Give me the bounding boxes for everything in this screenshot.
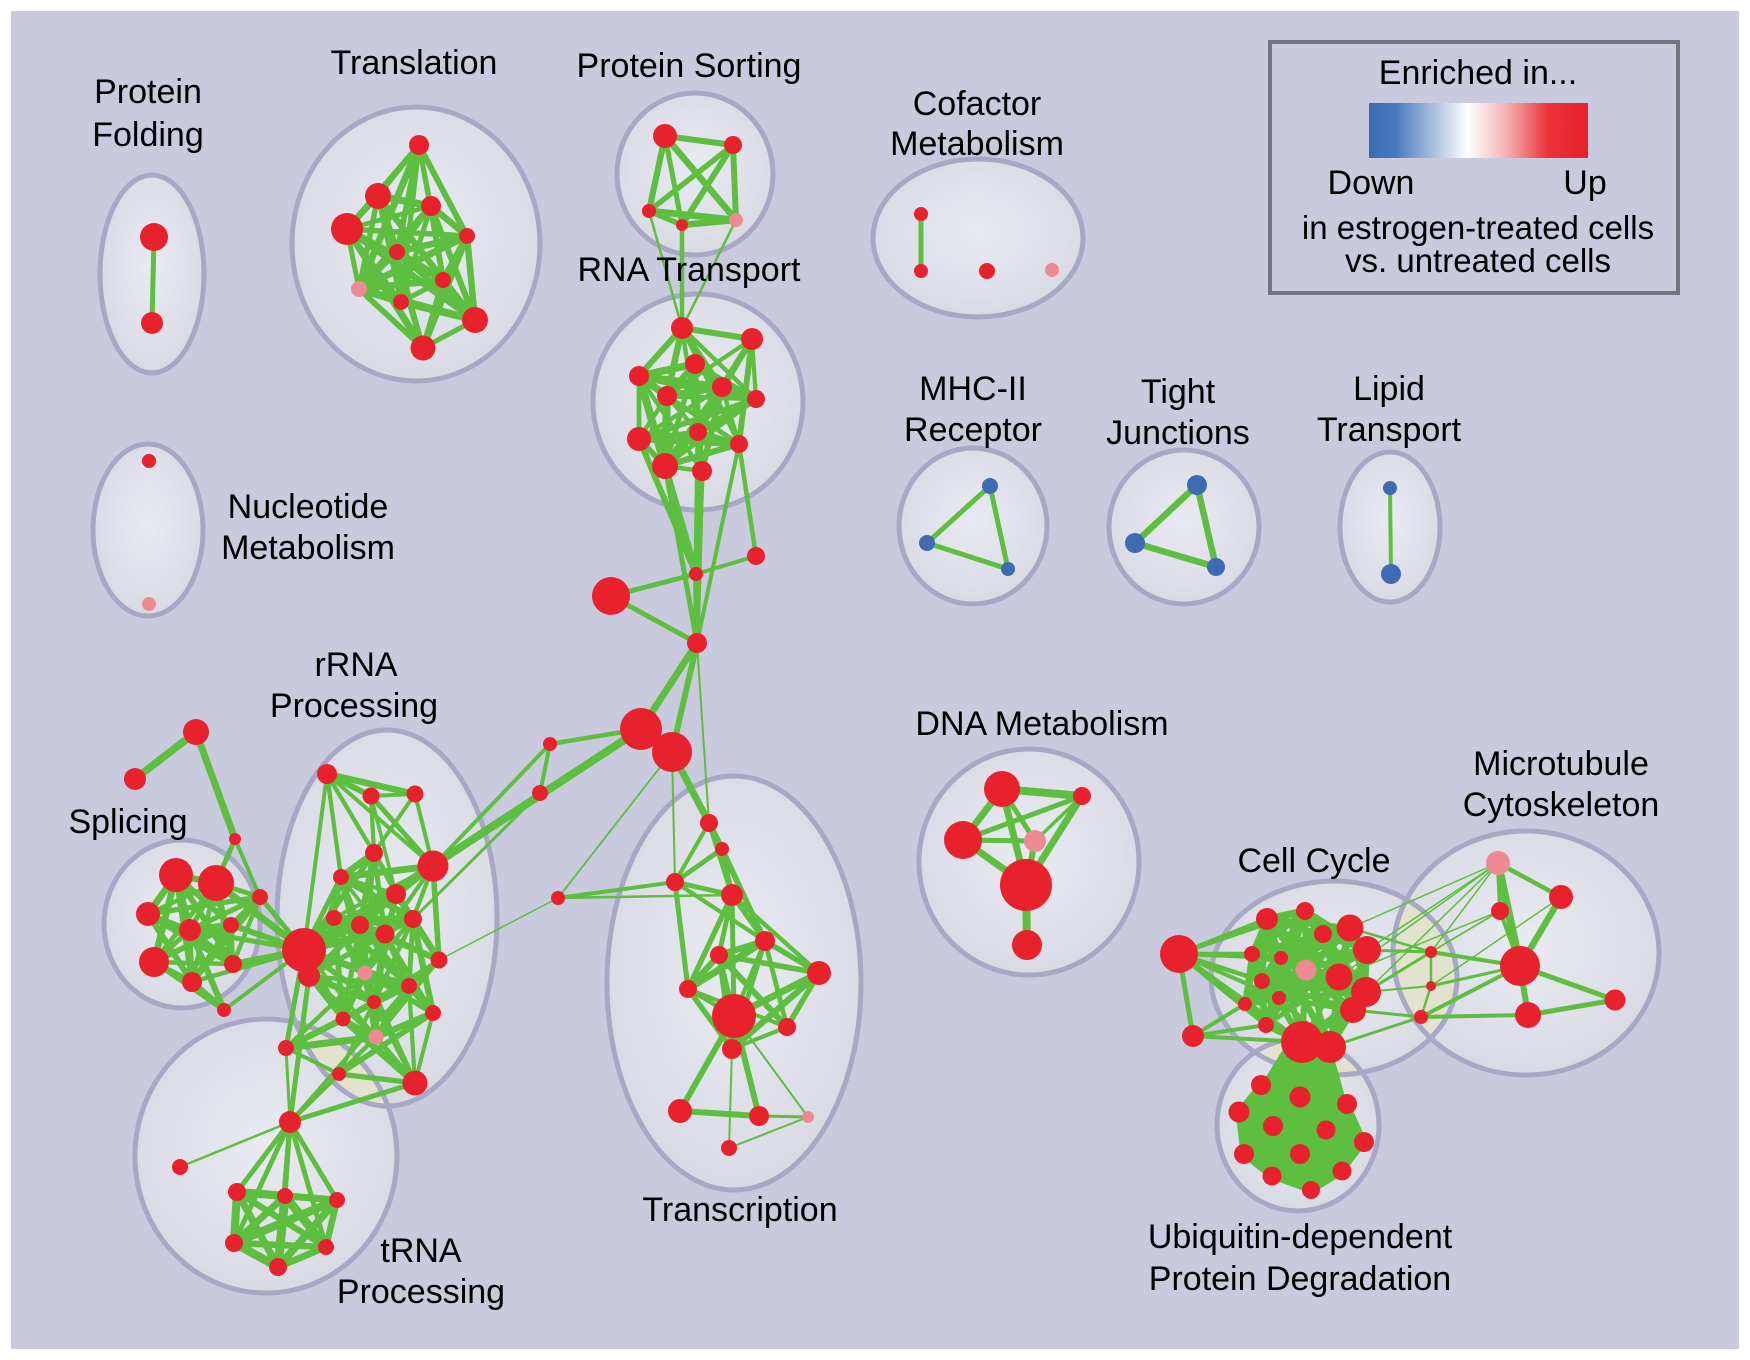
svg-text:Cell Cycle: Cell Cycle xyxy=(1237,842,1390,880)
svg-text:Nucleotide: Nucleotide xyxy=(228,488,389,526)
svg-text:Microtubule: Microtubule xyxy=(1473,745,1649,783)
svg-text:Protein Degradation: Protein Degradation xyxy=(1149,1260,1451,1298)
svg-text:in estrogen-treated cells: in estrogen-treated cells xyxy=(1302,209,1654,246)
svg-text:rRNA: rRNA xyxy=(314,646,397,684)
svg-text:Junctions: Junctions xyxy=(1106,414,1250,452)
svg-text:Transcription: Transcription xyxy=(642,1191,837,1229)
svg-text:Processing: Processing xyxy=(270,687,438,725)
svg-text:Metabolism: Metabolism xyxy=(221,529,395,567)
svg-text:Receptor: Receptor xyxy=(904,411,1042,449)
svg-text:MHC-II: MHC-II xyxy=(919,370,1027,408)
svg-text:vs. untreated cells: vs. untreated cells xyxy=(1345,242,1611,279)
svg-text:Translation: Translation xyxy=(331,44,498,82)
svg-text:Enriched in...: Enriched in... xyxy=(1379,54,1577,92)
svg-text:DNA Metabolism: DNA Metabolism xyxy=(915,705,1168,743)
svg-text:Ubiquitin-dependent: Ubiquitin-dependent xyxy=(1148,1218,1453,1256)
svg-text:Down: Down xyxy=(1328,164,1415,202)
svg-text:Folding: Folding xyxy=(92,116,204,154)
svg-text:Cofactor: Cofactor xyxy=(913,85,1042,123)
svg-text:Metabolism: Metabolism xyxy=(890,125,1064,163)
svg-text:tRNA: tRNA xyxy=(380,1232,462,1270)
svg-text:Protein Sorting: Protein Sorting xyxy=(577,47,802,85)
svg-text:Protein: Protein xyxy=(94,73,202,111)
svg-text:Up: Up xyxy=(1563,164,1606,202)
svg-text:Cytoskeleton: Cytoskeleton xyxy=(1463,786,1660,824)
svg-text:Splicing: Splicing xyxy=(68,803,187,841)
svg-text:Lipid: Lipid xyxy=(1353,370,1425,408)
svg-text:Processing: Processing xyxy=(337,1273,505,1311)
svg-text:Tight: Tight xyxy=(1141,373,1216,411)
svg-text:RNA Transport: RNA Transport xyxy=(578,251,802,289)
svg-text:Transport: Transport xyxy=(1317,411,1462,449)
